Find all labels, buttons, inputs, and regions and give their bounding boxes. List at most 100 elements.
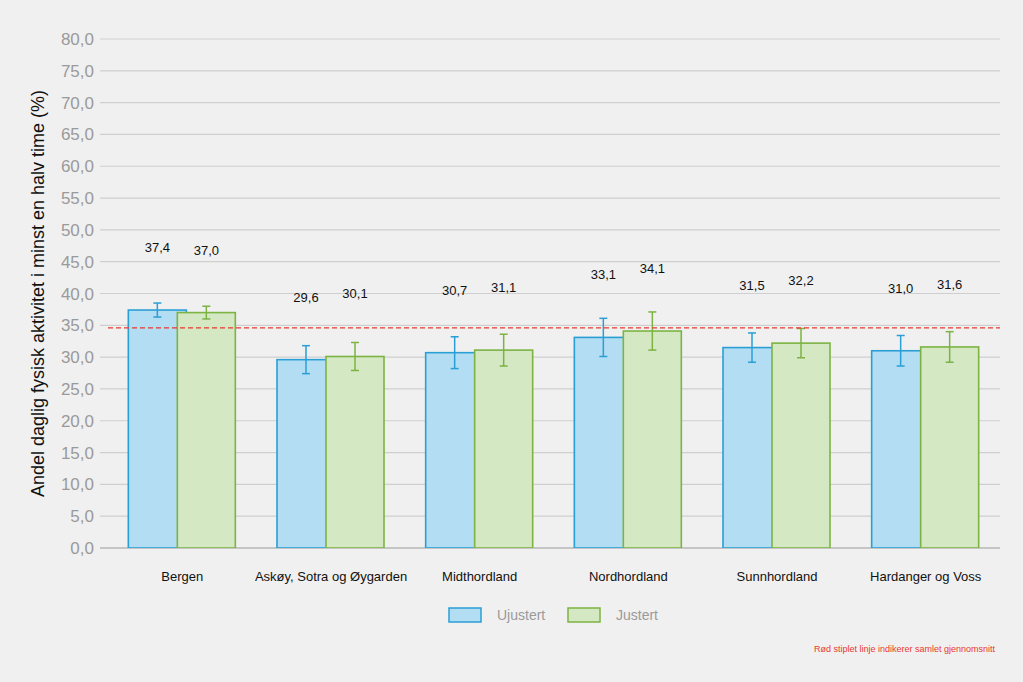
legend-label: Ujustert [497, 607, 545, 623]
grid-line [100, 197, 1000, 198]
error-cap [351, 342, 359, 344]
x-tick-label: Sunnhordland [737, 569, 818, 584]
error-cap [451, 336, 459, 338]
error-stem [157, 303, 159, 317]
legend: Ujustert Justert [449, 607, 658, 623]
error-cap [153, 302, 161, 304]
grid-line [100, 166, 1000, 167]
grid-line [100, 102, 1000, 103]
y-axis-label: Andel daglig fysisk aktivitet i minst en… [28, 90, 48, 497]
error-cap [748, 332, 756, 334]
error-cap [202, 305, 210, 307]
error-bar [797, 328, 805, 357]
y-tick-label: 60,0 [61, 157, 94, 176]
error-bar [202, 306, 210, 319]
error-cap [302, 373, 310, 375]
error-cap [302, 345, 310, 347]
y-tick-label: 5,0 [70, 507, 94, 526]
error-bar [946, 332, 954, 363]
data-label: 31,1 [491, 280, 516, 295]
legend-label: Justert [616, 607, 658, 623]
error-cap [946, 331, 954, 333]
bar [326, 356, 384, 548]
labels: 37,4 37,0 29,6 30,1 30,7 31,1 33,1 34,1 31,5 32,2… [145, 240, 963, 305]
bar [921, 347, 979, 548]
error-stem [949, 332, 951, 363]
note: Rød stiplet linje indikerer samlet gjenn… [814, 644, 996, 654]
error-cap [500, 333, 508, 335]
error-bar [451, 337, 459, 369]
data-label: 37,4 [145, 240, 170, 255]
grid-line [100, 229, 1000, 230]
grid-line [100, 293, 1000, 294]
bar [177, 313, 235, 548]
x-tick-label: Midthordland [442, 569, 517, 584]
data-label: 31,6 [937, 277, 962, 292]
error-bar [599, 318, 607, 356]
error-bar [500, 334, 508, 366]
error-cap [748, 361, 756, 363]
average-line [108, 327, 1000, 328]
data-label: 31,5 [739, 278, 764, 293]
y-tick-label: 30,0 [61, 348, 94, 367]
y-tick-label: 80,0 [61, 30, 94, 49]
error-bar [748, 333, 756, 362]
grid-line [100, 38, 1000, 39]
error-cap [946, 361, 954, 363]
y-tick-label: 25,0 [61, 380, 94, 399]
error-stem [800, 328, 802, 357]
y-tick-label: 10,0 [61, 475, 94, 494]
y-tick-label: 45,0 [61, 253, 94, 272]
error-cap [897, 365, 905, 367]
error-bar [897, 335, 905, 366]
background [0, 0, 1023, 682]
error-cap [599, 318, 607, 320]
chart: 0,05,010,015,020,025,030,035,040,045,050… [0, 0, 1023, 682]
data-label: 37,0 [194, 243, 219, 258]
bar [623, 331, 681, 548]
legend-swatch [449, 608, 481, 622]
error-stem [751, 333, 753, 362]
error-cap [351, 370, 359, 372]
data-label: 30,1 [342, 286, 367, 301]
data-label: 30,7 [442, 283, 467, 298]
error-cap [648, 311, 656, 313]
error-stem [900, 335, 902, 366]
error-stem [603, 318, 605, 356]
error-cap [202, 318, 210, 320]
bar [475, 350, 533, 548]
error-stem [206, 306, 208, 319]
error-bar [153, 303, 161, 317]
y-tick-label: 15,0 [61, 444, 94, 463]
x-tick-label: Bergen [161, 569, 203, 584]
grid-line [100, 134, 1000, 135]
error-bar [351, 342, 359, 370]
data-label: 34,1 [640, 261, 665, 276]
error-cap [500, 365, 508, 367]
y-tick-label: 70,0 [61, 94, 94, 113]
data-label: 32,2 [788, 273, 813, 288]
data-label: 33,1 [591, 267, 616, 282]
error-cap [897, 335, 905, 337]
grid-line [100, 261, 1000, 262]
error-stem [503, 334, 505, 366]
error-bar [648, 312, 656, 350]
y-tick-label: 50,0 [61, 221, 94, 240]
x-tick-label: Askøy, Sotra og Øygarden [255, 569, 407, 584]
y-tick-label: 35,0 [61, 316, 94, 335]
grid [100, 39, 1000, 548]
x-tick-label: Nordhordland [589, 569, 668, 584]
bar [772, 343, 830, 548]
error-cap [797, 357, 805, 359]
y-tick-label: 65,0 [61, 125, 94, 144]
error-stem [652, 312, 654, 350]
error-cap [451, 368, 459, 370]
error-cap [599, 356, 607, 358]
y-tick-label: 75,0 [61, 62, 94, 81]
grid-line [100, 70, 1000, 71]
error-cap [648, 349, 656, 351]
y-tick-label: 55,0 [61, 189, 94, 208]
data-label: 31,0 [888, 281, 913, 296]
error-bar [302, 346, 310, 374]
data-label: 29,6 [293, 290, 318, 305]
